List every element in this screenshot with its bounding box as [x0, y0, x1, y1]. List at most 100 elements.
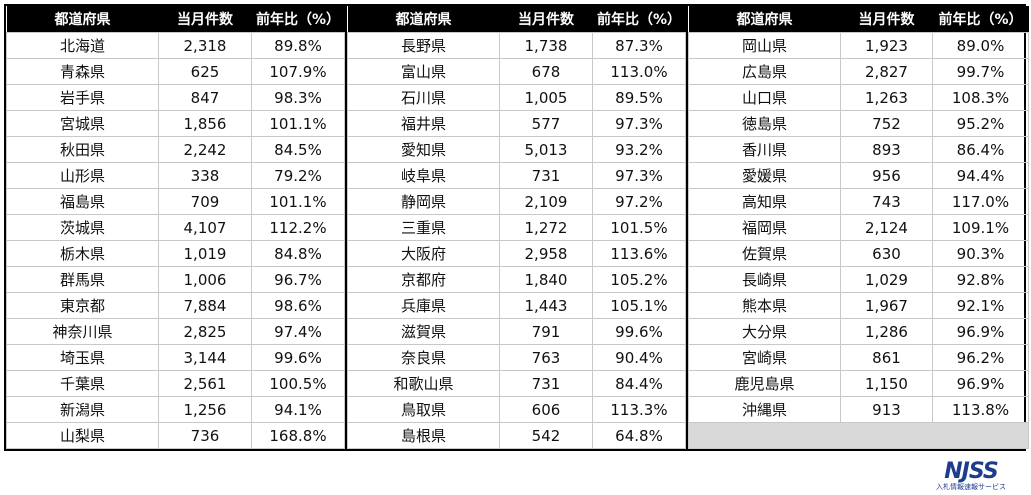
count-cell: 1,263	[840, 84, 933, 111]
ratio-cell: 105.2%	[592, 266, 686, 293]
count-cell: 2,561	[158, 370, 252, 397]
table-row: 島根県 542 64.8%	[347, 422, 686, 449]
count-cell: 1,272	[499, 214, 593, 241]
ratio-cell: 100.5%	[251, 370, 345, 397]
table-row: 鹿児島県 1,150 96.9%	[688, 370, 1029, 397]
table-row: 佐賀県 630 90.3%	[688, 240, 1029, 267]
ratio-cell: 105.1%	[592, 292, 686, 319]
count-cell: 1,286	[840, 318, 933, 345]
count-cell: 1,029	[840, 266, 933, 293]
prefecture-cell: 愛媛県	[688, 162, 841, 189]
count-cell: 709	[158, 188, 252, 215]
count-cell: 1,256	[158, 396, 252, 423]
prefecture-table-1: 都道府県 当月件数 前年比（%） 北海道 2,318 89.8% 青森県 625 107.…	[6, 6, 345, 449]
count-cell: 625	[158, 58, 252, 85]
ratio-cell: 109.1%	[932, 214, 1029, 241]
prefecture-cell: 長野県	[347, 32, 500, 59]
ratio-cell: 99.7%	[932, 58, 1029, 85]
prefecture-cell: 兵庫県	[347, 292, 500, 319]
prefecture-cell: 岐阜県	[347, 162, 500, 189]
ratio-cell: 99.6%	[251, 344, 345, 371]
count-cell: 1,019	[158, 240, 252, 267]
count-cell: 731	[499, 162, 593, 189]
count-cell: 1,923	[840, 32, 933, 59]
prefecture-cell: 佐賀県	[688, 240, 841, 267]
table-row: 茨城県 4,107 112.2%	[6, 214, 345, 241]
table-row: 山口県 1,263 108.3%	[688, 84, 1029, 111]
table-row: 長崎県 1,029 92.8%	[688, 266, 1029, 293]
prefecture-table-3: 都道府県 当月件数 前年比（%） 岡山県 1,923 89.0% 広島県 2,827 99…	[688, 6, 1029, 449]
count-cell: 743	[840, 188, 933, 215]
count-cell: 7,884	[158, 292, 252, 319]
count-cell: 606	[499, 396, 593, 423]
prefecture-cell: 奈良県	[347, 344, 500, 371]
prefecture-cell: 栃木県	[6, 240, 159, 267]
table-row: 三重県 1,272 101.5%	[347, 214, 686, 241]
count-cell: 2,318	[158, 32, 252, 59]
table-row: 滋賀県 791 99.6%	[347, 318, 686, 345]
table-row: 秋田県 2,242 84.5%	[6, 136, 345, 163]
count-cell: 763	[499, 344, 593, 371]
count-cell: 2,124	[840, 214, 933, 241]
count-cell: 338	[158, 162, 252, 189]
count-cell: 847	[158, 84, 252, 111]
count-cell: 2,825	[158, 318, 252, 345]
prefecture-cell: 福井県	[347, 110, 500, 137]
count-cell: 1,840	[499, 266, 593, 293]
table-block-3: 都道府県 当月件数 前年比（%） 岡山県 1,923 89.0% 広島県 2,827 99…	[688, 6, 1029, 449]
count-cell: 752	[840, 110, 933, 137]
ratio-cell: 79.2%	[251, 162, 345, 189]
prefecture-cell: 宮城県	[6, 110, 159, 137]
prefecture-cell: 香川県	[688, 136, 841, 163]
header-count: 当月件数	[499, 6, 593, 33]
ratio-cell: 99.6%	[592, 318, 686, 345]
prefecture-cell: 石川県	[347, 84, 500, 111]
prefecture-cell: 三重県	[347, 214, 500, 241]
ratio-cell: 96.2%	[932, 344, 1029, 371]
table-row: 山形県 338 79.2%	[6, 162, 345, 189]
prefecture-cell: 神奈川県	[6, 318, 159, 345]
ratio-cell: 98.6%	[251, 292, 345, 319]
prefecture-cell: 和歌山県	[347, 370, 500, 397]
table-row: 高知県 743 117.0%	[688, 188, 1029, 215]
prefecture-cell: 滋賀県	[347, 318, 500, 345]
count-cell: 861	[840, 344, 933, 371]
ratio-cell: 93.2%	[592, 136, 686, 163]
ratio-cell: 87.3%	[592, 32, 686, 59]
table-row: 宮城県 1,856 101.1%	[6, 110, 345, 137]
table-row: 福岡県 2,124 109.1%	[688, 214, 1029, 241]
ratio-cell: 96.7%	[251, 266, 345, 293]
prefecture-cell: 秋田県	[6, 136, 159, 163]
prefecture-cell: 東京都	[6, 292, 159, 319]
prefecture-cell: 鳥取県	[347, 396, 500, 423]
njss-logo: NJSS 入札情報速報サービス	[921, 461, 1021, 492]
ratio-cell: 94.4%	[932, 162, 1029, 189]
prefecture-cell: 島根県	[347, 422, 500, 449]
ratio-cell: 97.3%	[592, 162, 686, 189]
count-cell: 2,827	[840, 58, 933, 85]
header-row: 都道府県 当月件数 前年比（%）	[6, 6, 345, 33]
prefecture-cell: 北海道	[6, 32, 159, 59]
table-row: 静岡県 2,109 97.2%	[347, 188, 686, 215]
prefecture-cell: 茨城県	[6, 214, 159, 241]
table-row: 新潟県 1,256 94.1%	[6, 396, 345, 423]
header-ratio: 前年比（%）	[592, 6, 686, 33]
table-row: 京都府 1,840 105.2%	[347, 266, 686, 293]
empty-cell	[688, 422, 1029, 449]
prefecture-cell: 千葉県	[6, 370, 159, 397]
table-row: 山梨県 736 168.8%	[6, 422, 345, 449]
header-prefecture: 都道府県	[688, 6, 841, 33]
count-cell: 1,006	[158, 266, 252, 293]
ratio-cell: 84.8%	[251, 240, 345, 267]
ratio-cell: 97.4%	[251, 318, 345, 345]
prefecture-cell: 大阪府	[347, 240, 500, 267]
count-cell: 542	[499, 422, 593, 449]
table-row: 栃木県 1,019 84.8%	[6, 240, 345, 267]
prefecture-cell: 岩手県	[6, 84, 159, 111]
header-count: 当月件数	[158, 6, 252, 33]
table-row: 岐阜県 731 97.3%	[347, 162, 686, 189]
table-row: 群馬県 1,006 96.7%	[6, 266, 345, 293]
ratio-cell: 89.0%	[932, 32, 1029, 59]
count-cell: 5,013	[499, 136, 593, 163]
prefecture-cell: 大分県	[688, 318, 841, 345]
